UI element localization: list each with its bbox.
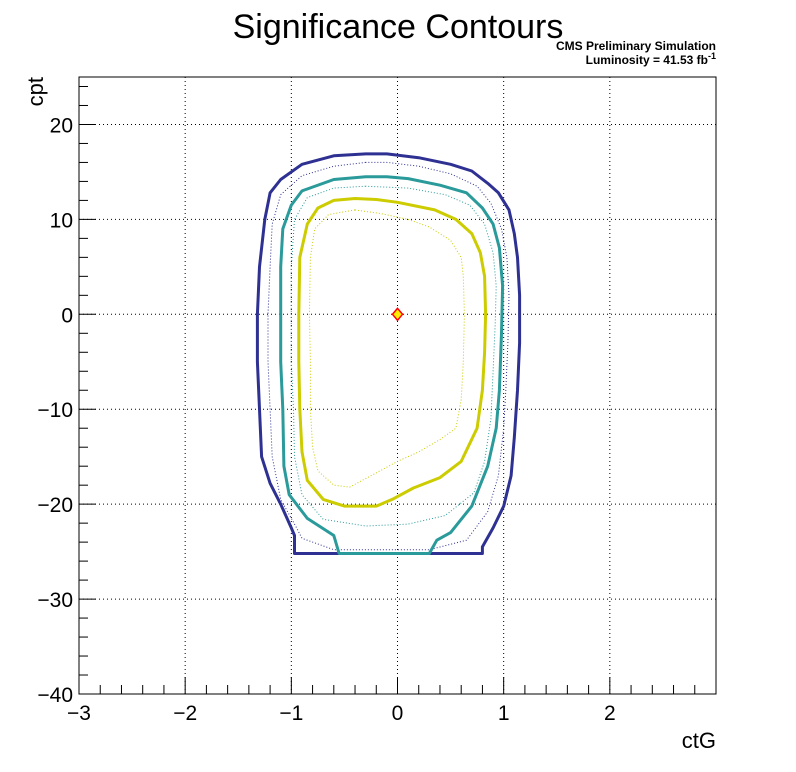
- best-fit-layer: [391, 307, 404, 322]
- x-tick-label: −2: [173, 702, 197, 725]
- x-tick-label: 1: [498, 702, 510, 725]
- y-tick-label: 10: [50, 209, 73, 232]
- x-tick-label: −3: [67, 702, 91, 725]
- contour-dotted-5: [308, 209, 465, 488]
- contour-solid-4: [297, 197, 488, 508]
- y-tick-label: −40: [37, 684, 73, 707]
- chart-title: Significance Contours: [233, 8, 564, 46]
- annotation-cms: CMS Preliminary Simulation: [556, 39, 716, 53]
- grid: [79, 77, 717, 694]
- y-tick-label: 20: [50, 114, 73, 137]
- contours: [255, 152, 522, 555]
- y-axis-label: cpt: [23, 77, 48, 106]
- luminosity-text: Luminosity = 41.53 fb: [586, 53, 708, 67]
- y-tick-label: −20: [37, 494, 73, 517]
- y-tick-label: −10: [37, 399, 73, 422]
- contour-solid-2: [279, 175, 505, 555]
- annotation-luminosity: Luminosity = 41.53 fb-1: [586, 51, 716, 67]
- best-fit-marker: [391, 307, 404, 322]
- x-tick-label: 2: [604, 702, 616, 725]
- luminosity-exponent: -1: [708, 51, 716, 61]
- x-tick-label: −1: [279, 702, 303, 725]
- y-tick-label: 0: [61, 304, 73, 327]
- axis-ticks: [78, 85, 717, 695]
- contour-dotted-1: [267, 161, 510, 551]
- contour-solid-0: [255, 152, 522, 555]
- x-axis-label: ctG: [682, 728, 716, 753]
- x-tick-label: 0: [392, 702, 404, 725]
- y-tick-label: −30: [37, 589, 73, 612]
- contour-dotted-3: [290, 185, 497, 527]
